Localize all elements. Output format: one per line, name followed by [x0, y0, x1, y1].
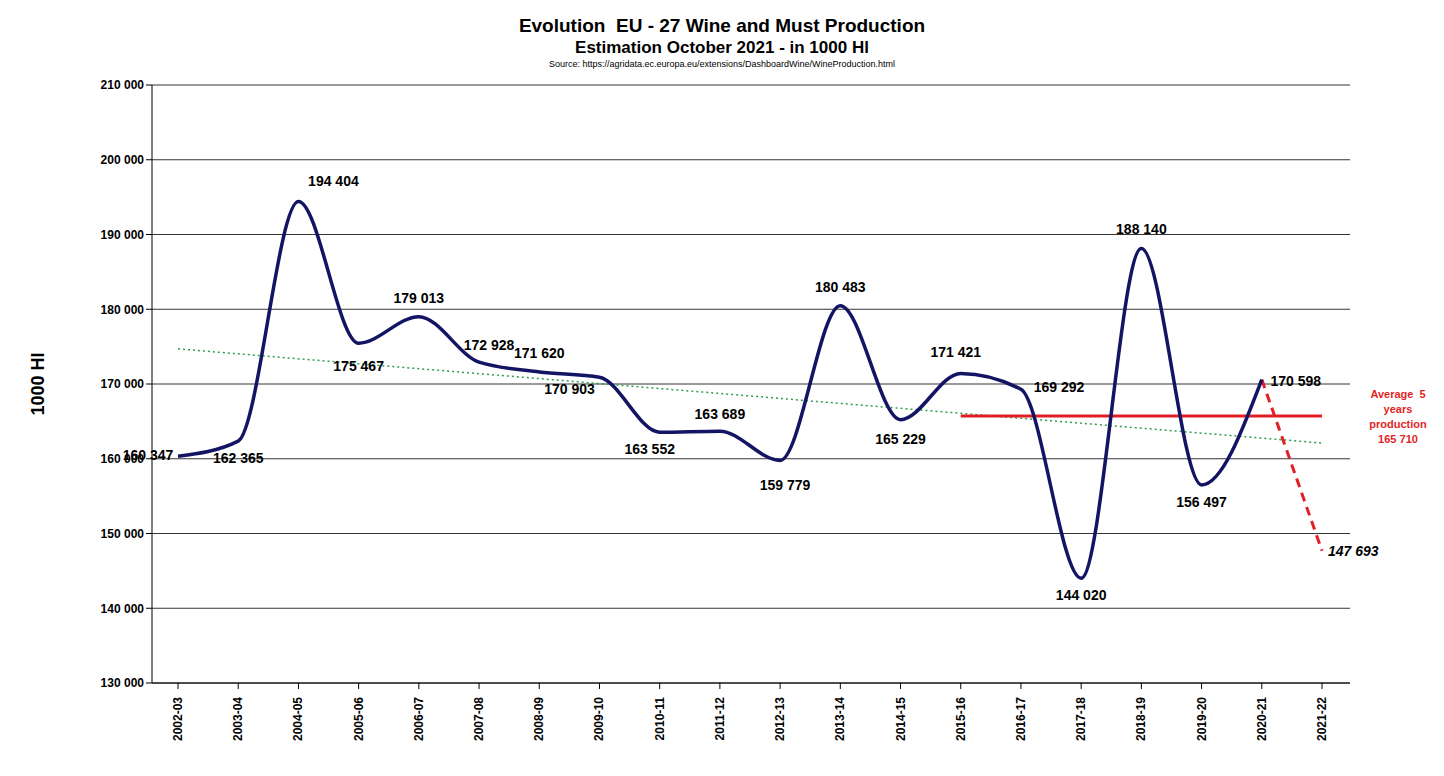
html-text:Estimation October 2021 - in 1: Estimation October 2021 - in 1000 Hl — [575, 38, 869, 57]
svg-text:2003-04: 2003-04 — [231, 697, 245, 741]
svg-text:163 552: 163 552 — [624, 441, 675, 457]
svg-text:2009-10: 2009-10 — [592, 697, 606, 741]
svg-text:2019-20: 2019-20 — [1195, 697, 1209, 741]
svg-text:1000 Hl: 1000 Hl — [28, 352, 48, 415]
svg-text:190 000: 190 000 — [101, 228, 145, 242]
svg-text:2013-14: 2013-14 — [833, 697, 847, 741]
svg-text:2005-06: 2005-06 — [352, 697, 366, 741]
svg-text:2010-11: 2010-11 — [653, 697, 667, 741]
svg-text:171 620: 171 620 — [514, 345, 565, 361]
html-text:Source: https://agridata.ec.eu: Source: https://agridata.ec.europa.eu/ex… — [548, 59, 896, 69]
svg-text:2014-15: 2014-15 — [894, 697, 908, 741]
svg-text:2002-03: 2002-03 — [171, 697, 185, 741]
svg-text:147 693: 147 693 — [1328, 543, 1379, 559]
svg-text:180 483: 180 483 — [815, 279, 866, 295]
svg-text:159 779: 159 779 — [760, 477, 811, 493]
svg-text:163 689: 163 689 — [695, 406, 746, 422]
svg-text:165 229: 165 229 — [875, 431, 926, 447]
svg-text:130 000: 130 000 — [101, 676, 145, 690]
svg-text:170 000: 170 000 — [101, 377, 145, 391]
svg-text:180 000: 180 000 — [101, 303, 145, 317]
svg-text:160 347: 160 347 — [123, 447, 174, 463]
svg-text:2011-12: 2011-12 — [713, 697, 727, 741]
html-text:Evolution EU - 27 Wine and Mus: Evolution EU - 27 Wine and Must Producti… — [518, 15, 926, 36]
svg-text:156 497: 156 497 — [1176, 494, 1227, 510]
svg-text:144 020: 144 020 — [1056, 587, 1107, 603]
svg-text:140 000: 140 000 — [101, 602, 145, 616]
svg-text:172 928: 172 928 — [464, 337, 515, 353]
svg-text:200 000: 200 000 — [101, 153, 145, 167]
svg-text:2008-09: 2008-09 — [532, 697, 546, 741]
svg-text:2015-16: 2015-16 — [954, 697, 968, 741]
svg-text:2021-22: 2021-22 — [1315, 697, 1329, 741]
svg-text:194 404: 194 404 — [308, 173, 359, 189]
svg-text:171 421: 171 421 — [930, 344, 981, 360]
svg-text:2016-17: 2016-17 — [1014, 697, 1028, 741]
svg-text:2004-05: 2004-05 — [291, 697, 305, 741]
svg-text:162 365: 162 365 — [213, 450, 264, 466]
svg-text:2006-07: 2006-07 — [412, 697, 426, 741]
svg-text:210 000: 210 000 — [101, 78, 145, 92]
svg-text:179 013: 179 013 — [394, 290, 445, 306]
svg-text:Average 5yearsproduction165 7: Average 5yearsproduction165 710 — [1369, 388, 1427, 445]
svg-text:188 140: 188 140 — [1116, 221, 1167, 237]
svg-text:2012-13: 2012-13 — [773, 697, 787, 741]
svg-text:170 903: 170 903 — [544, 381, 595, 397]
svg-text:175 467: 175 467 — [333, 358, 384, 374]
svg-text:2007-08: 2007-08 — [472, 697, 486, 741]
svg-text:2018-19: 2018-19 — [1134, 697, 1148, 741]
svg-text:170 598: 170 598 — [1270, 373, 1321, 389]
svg-text:169 292: 169 292 — [1034, 379, 1085, 395]
svg-text:2020-21: 2020-21 — [1255, 697, 1269, 741]
svg-text:150 000: 150 000 — [101, 527, 145, 541]
svg-text:2017-18: 2017-18 — [1074, 697, 1088, 741]
